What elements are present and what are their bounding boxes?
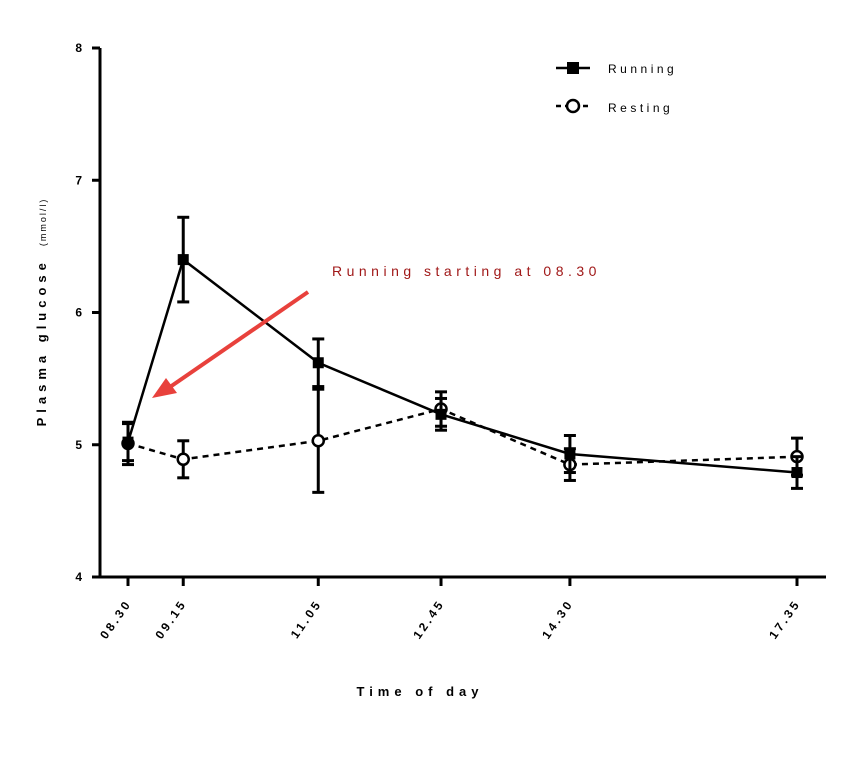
y-tick-label: 8 bbox=[75, 41, 82, 55]
y-tick-label: 5 bbox=[75, 438, 82, 452]
x-tick-label: 11.05 bbox=[288, 597, 325, 641]
data-point-running bbox=[312, 357, 324, 369]
series-running bbox=[122, 215, 803, 490]
x-tick-label: 08.30 bbox=[97, 597, 134, 642]
y-axis-title-group: Plasma glucose (mmol/l) bbox=[33, 198, 50, 427]
y-axis-title-text: Plasma glucose bbox=[34, 258, 49, 426]
y-ticks: 4 5 6 7 8 bbox=[75, 41, 100, 584]
x-tick-label: 12.45 bbox=[410, 597, 447, 642]
data-point-resting bbox=[176, 452, 190, 467]
annotation-arrow-head bbox=[152, 378, 177, 398]
axes bbox=[98, 48, 826, 579]
legend-resting-label: Resting bbox=[608, 101, 673, 115]
legend: Running Resting bbox=[556, 62, 677, 115]
annotation-layer: Running starting at 08.30 bbox=[152, 263, 601, 398]
x-ticks: 08.30 09.15 11.05 12.45 14.30 17.35 bbox=[97, 577, 803, 642]
annotation-arrow-shaft bbox=[168, 290, 310, 389]
x-tick-label: 14.30 bbox=[539, 597, 576, 642]
x-tick-label: 09.15 bbox=[152, 597, 189, 642]
y-tick-label: 6 bbox=[75, 306, 82, 320]
series-line-resting bbox=[127, 407, 798, 466]
y-axis-title: Plasma glucose (mmol/l) bbox=[33, 198, 50, 427]
data-point-running bbox=[435, 408, 447, 420]
data-point-running bbox=[122, 436, 134, 448]
x-tick-label: 17.35 bbox=[766, 597, 803, 642]
series-layer bbox=[121, 215, 804, 494]
series-line-running bbox=[126, 257, 798, 474]
y-tick-label: 7 bbox=[75, 173, 82, 187]
data-point-resting bbox=[311, 434, 326, 448]
data-point-running bbox=[791, 467, 803, 479]
legend-resting-marker bbox=[565, 98, 581, 114]
y-axis-unit: (mmol/l) bbox=[38, 198, 48, 247]
annotation-text: Running starting at 08.30 bbox=[332, 263, 601, 279]
data-point-running bbox=[177, 254, 189, 266]
series-resting bbox=[121, 387, 804, 494]
y-tick-label: 4 bbox=[75, 570, 82, 584]
legend-running-label: Running bbox=[608, 62, 677, 76]
legend-running-marker bbox=[567, 62, 579, 74]
data-point-running bbox=[564, 448, 576, 460]
x-axis-title: Time of day bbox=[356, 684, 483, 699]
